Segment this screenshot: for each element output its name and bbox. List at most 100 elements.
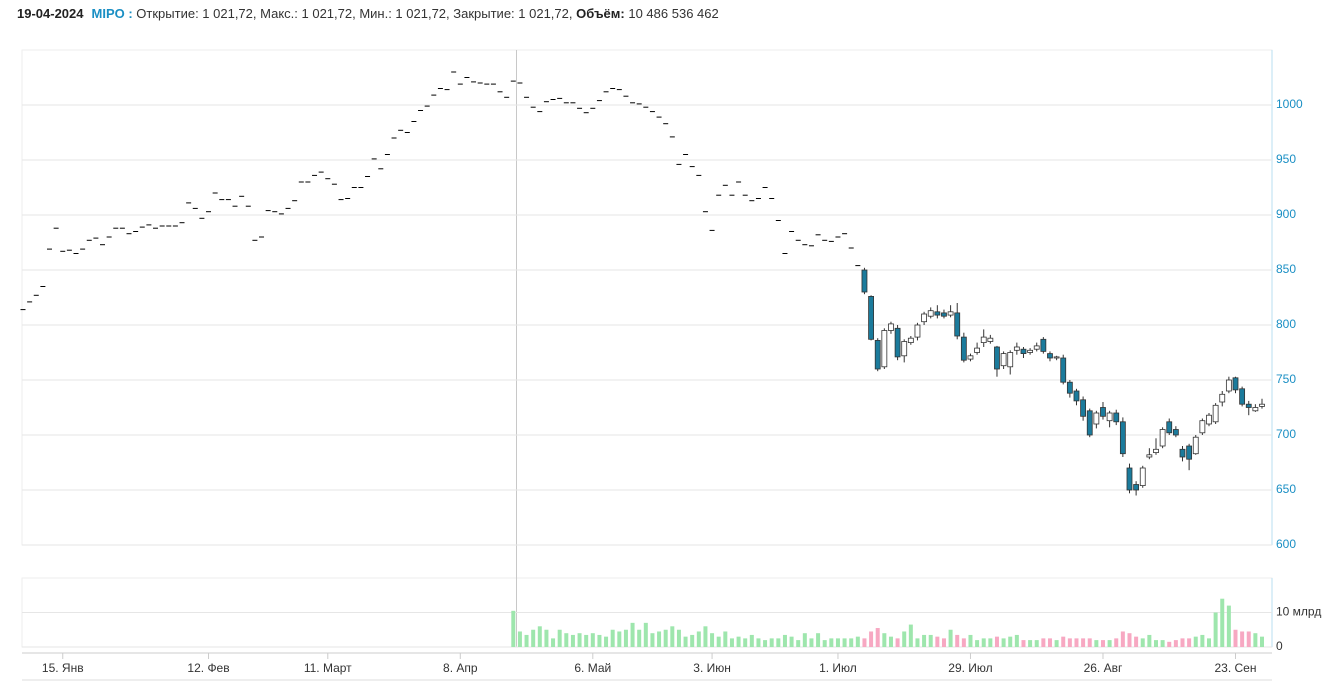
volume-bar xyxy=(517,631,522,647)
candle-body xyxy=(874,339,881,370)
candle-body xyxy=(1027,349,1034,353)
volume-bar xyxy=(1147,634,1152,647)
date: 19-04-2024 xyxy=(17,6,84,21)
candle-body xyxy=(1066,381,1073,394)
candle-body xyxy=(1047,353,1053,359)
volume-bar xyxy=(1220,598,1225,647)
x-tick-label: 12. Фев xyxy=(187,661,229,675)
volume-bar xyxy=(1028,640,1033,647)
volume-bar xyxy=(988,638,993,647)
volume-bar xyxy=(657,631,662,647)
candle-body xyxy=(980,336,987,344)
volume-bar xyxy=(1246,631,1251,647)
volume-bar xyxy=(968,634,973,647)
candle-body xyxy=(1060,357,1067,383)
candle-body xyxy=(1100,407,1106,417)
candle-body xyxy=(960,336,967,361)
volume-bar xyxy=(822,640,827,647)
volume-label: Объём: xyxy=(576,6,625,21)
candle-body xyxy=(1020,348,1027,355)
y-tick-label: 850 xyxy=(1276,262,1296,276)
candle-body xyxy=(994,346,1000,370)
volume-bar xyxy=(1087,638,1092,647)
volume-bar xyxy=(1001,638,1006,647)
candle-body xyxy=(881,330,888,368)
candle-body xyxy=(1252,407,1259,412)
x-tick-label: 26. Авг xyxy=(1084,661,1123,675)
x-tick-label: 6. Май xyxy=(574,661,611,675)
volume-bar xyxy=(630,622,635,647)
y-tick-label: 750 xyxy=(1276,372,1296,386)
volume-bar xyxy=(922,634,927,647)
volume-bar xyxy=(1074,638,1079,647)
candle-body xyxy=(947,311,954,316)
volume-bar xyxy=(855,636,860,647)
candle-body xyxy=(901,341,908,357)
volume-bar xyxy=(617,631,622,647)
candle-body xyxy=(1199,420,1206,434)
volume-bar xyxy=(915,638,920,647)
volume-bar xyxy=(1187,638,1192,647)
volume-bar xyxy=(749,634,754,647)
candle-body xyxy=(954,312,961,337)
volume-value: 10 486 536 462 xyxy=(628,6,719,21)
candle-body xyxy=(1225,379,1232,392)
volume-bar xyxy=(1114,638,1119,647)
volume-bar xyxy=(623,629,628,647)
candle-body xyxy=(1192,436,1199,455)
volume-bar xyxy=(948,629,953,647)
candle-body xyxy=(1206,414,1212,425)
x-tick-label: 1. Июл xyxy=(819,661,857,675)
y-tick-label: 700 xyxy=(1276,427,1296,441)
volume-bar xyxy=(955,634,960,647)
volume-bar xyxy=(531,629,536,647)
candle-body xyxy=(974,347,980,353)
volume-bar xyxy=(816,633,821,647)
volume-tick-label: 10 млрд xyxy=(1276,605,1321,619)
volume-bar xyxy=(696,631,701,647)
volume-bar xyxy=(729,638,734,647)
volume-bar xyxy=(650,633,655,647)
volume-bar xyxy=(670,626,675,647)
volume-bar xyxy=(1193,636,1198,647)
volume-bar xyxy=(736,636,741,647)
volume-bar xyxy=(643,622,648,647)
volume-bar xyxy=(994,636,999,647)
volume-bar xyxy=(928,634,933,647)
y-tick-label: 950 xyxy=(1276,152,1296,166)
volume-bar xyxy=(723,631,728,647)
volume-bar xyxy=(1034,640,1039,647)
candle-body xyxy=(1232,377,1239,391)
volume-bar xyxy=(1021,640,1026,647)
volume-bar xyxy=(703,626,708,647)
volume-bar xyxy=(1081,638,1086,647)
volume-bar xyxy=(829,638,834,647)
volume-bar xyxy=(842,638,847,647)
candle-body xyxy=(914,324,921,338)
volume-bar xyxy=(564,633,569,647)
volume-bar xyxy=(551,638,556,647)
volume-bar xyxy=(524,634,529,647)
candle-body xyxy=(1179,448,1186,458)
volume-bar xyxy=(1054,640,1059,647)
volume-bar xyxy=(908,624,913,647)
volume-tick-label: 0 xyxy=(1276,639,1283,653)
volume-bar xyxy=(743,638,748,647)
volume-bar xyxy=(537,626,542,647)
candle-body xyxy=(1245,403,1252,408)
candle-body xyxy=(1086,410,1093,436)
volume-bar xyxy=(1014,634,1019,647)
candle-body xyxy=(1053,356,1060,359)
candle-body xyxy=(1033,345,1040,350)
volume-bar xyxy=(809,638,814,647)
volume-bar xyxy=(1253,633,1258,647)
volume-bar xyxy=(683,636,688,647)
volume-bar xyxy=(1226,605,1231,647)
candle-body xyxy=(1239,388,1246,405)
volume-bar xyxy=(961,638,966,647)
volume-bar xyxy=(663,629,668,647)
volume-bar xyxy=(1127,633,1132,647)
volume-bar xyxy=(782,634,787,647)
volume-bar xyxy=(1206,638,1211,647)
